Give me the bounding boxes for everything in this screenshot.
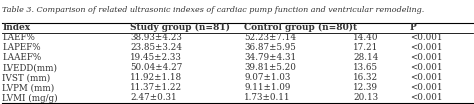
Text: LAEF%: LAEF% bbox=[2, 33, 35, 42]
Text: 34.79±4.31: 34.79±4.31 bbox=[244, 53, 296, 62]
Text: 50.04±4.27: 50.04±4.27 bbox=[130, 63, 182, 72]
Text: Table 3. Comparison of related ultrasonic indexes of cardiac pump function and v: Table 3. Comparison of related ultrasoni… bbox=[2, 6, 425, 14]
Text: <0.001: <0.001 bbox=[410, 53, 443, 62]
Text: 20.13: 20.13 bbox=[353, 93, 378, 102]
Text: 13.65: 13.65 bbox=[353, 63, 378, 72]
Text: 52.23±7.14: 52.23±7.14 bbox=[244, 33, 296, 42]
Text: <0.001: <0.001 bbox=[410, 93, 443, 102]
Text: <0.001: <0.001 bbox=[410, 43, 443, 52]
Text: 38.93±4.23: 38.93±4.23 bbox=[130, 33, 182, 42]
Text: 9.11±1.09: 9.11±1.09 bbox=[244, 83, 291, 92]
Text: 14.40: 14.40 bbox=[353, 33, 379, 42]
Text: 2.47±0.31: 2.47±0.31 bbox=[130, 93, 177, 102]
Text: Index: Index bbox=[2, 23, 30, 32]
Text: Study group (n=81): Study group (n=81) bbox=[130, 23, 230, 32]
Text: 11.92±1.18: 11.92±1.18 bbox=[130, 73, 182, 82]
Text: <0.001: <0.001 bbox=[410, 83, 443, 92]
Text: LVMI (mg/g): LVMI (mg/g) bbox=[2, 93, 58, 103]
Text: t: t bbox=[353, 23, 357, 32]
Text: P: P bbox=[410, 23, 417, 32]
Text: 36.87±5.95: 36.87±5.95 bbox=[244, 43, 296, 52]
Text: LAAEF%: LAAEF% bbox=[2, 53, 42, 62]
Text: 39.81±5.20: 39.81±5.20 bbox=[244, 63, 296, 72]
Text: 9.07±1.03: 9.07±1.03 bbox=[244, 73, 291, 82]
Text: 12.39: 12.39 bbox=[353, 83, 378, 92]
Text: <0.001: <0.001 bbox=[410, 73, 443, 82]
Text: 28.14: 28.14 bbox=[353, 53, 379, 62]
Text: 16.32: 16.32 bbox=[353, 73, 378, 82]
Text: <0.001: <0.001 bbox=[410, 33, 443, 42]
Text: 1.73±0.11: 1.73±0.11 bbox=[244, 93, 291, 102]
Text: IVST (mm): IVST (mm) bbox=[2, 73, 51, 82]
Text: LVPM (mm): LVPM (mm) bbox=[2, 83, 55, 92]
Text: 17.21: 17.21 bbox=[353, 43, 378, 52]
Text: 19.45±2.33: 19.45±2.33 bbox=[130, 53, 182, 62]
Text: Control group (n=80): Control group (n=80) bbox=[244, 23, 353, 32]
Text: LAPEF%: LAPEF% bbox=[2, 43, 41, 52]
Text: 11.37±1.22: 11.37±1.22 bbox=[130, 83, 182, 92]
Text: LVEDD(mm): LVEDD(mm) bbox=[2, 63, 57, 72]
Text: <0.001: <0.001 bbox=[410, 63, 443, 72]
Text: 23.85±3.24: 23.85±3.24 bbox=[130, 43, 182, 52]
